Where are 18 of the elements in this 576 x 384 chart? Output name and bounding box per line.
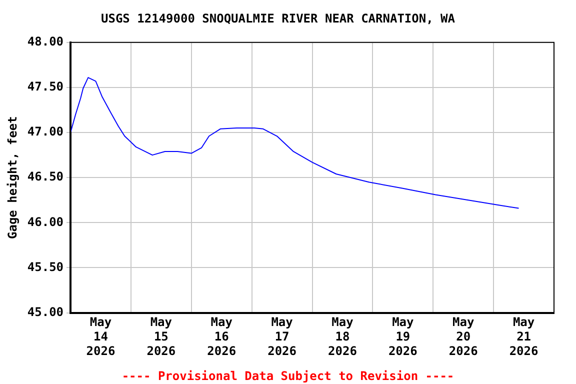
text: ---- Provisional Data Subject to Revision ---- (122, 369, 454, 383)
y-tick-label: 48.00 (27, 34, 64, 49)
x-tick-label: May 21 2026 (509, 315, 538, 358)
x-tick-label: May 15 2026 (146, 315, 176, 358)
y-tick-label: 45.50 (27, 260, 64, 274)
x-tick-label: May 17 2026 (268, 315, 296, 358)
y-tick-label: 45.00 (27, 304, 64, 319)
y-tick-label: 47.50 (27, 80, 64, 94)
chart-title: USGS 12149000 SNOQUALMIE RIVER NEAR CARNATION, WA (100, 11, 456, 26)
x-tick-label: May 14 2026 (86, 315, 116, 358)
x-tick-label: May 16 2026 (207, 315, 236, 358)
x-tick-label: May 20 2026 (448, 315, 478, 358)
y-tick-label: 46.00 (27, 214, 64, 229)
x-tick-label: May 19 2026 (388, 315, 418, 358)
y-axis-title: Gage height, feet (5, 116, 20, 240)
x-tick-label: May 18 2026 (328, 315, 357, 358)
y-tick-label: 46.50 (27, 170, 64, 184)
y-tick-label: 47.00 (27, 124, 64, 139)
